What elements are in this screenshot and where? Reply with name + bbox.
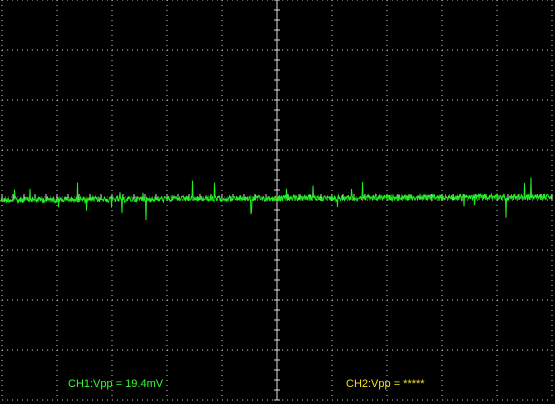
ch1-readout: CH1:Vpp = 19.4mV (68, 378, 164, 390)
ch1-trace (0, 177, 554, 221)
ch2-readout: CH2:Vpp = ***** (346, 378, 425, 390)
